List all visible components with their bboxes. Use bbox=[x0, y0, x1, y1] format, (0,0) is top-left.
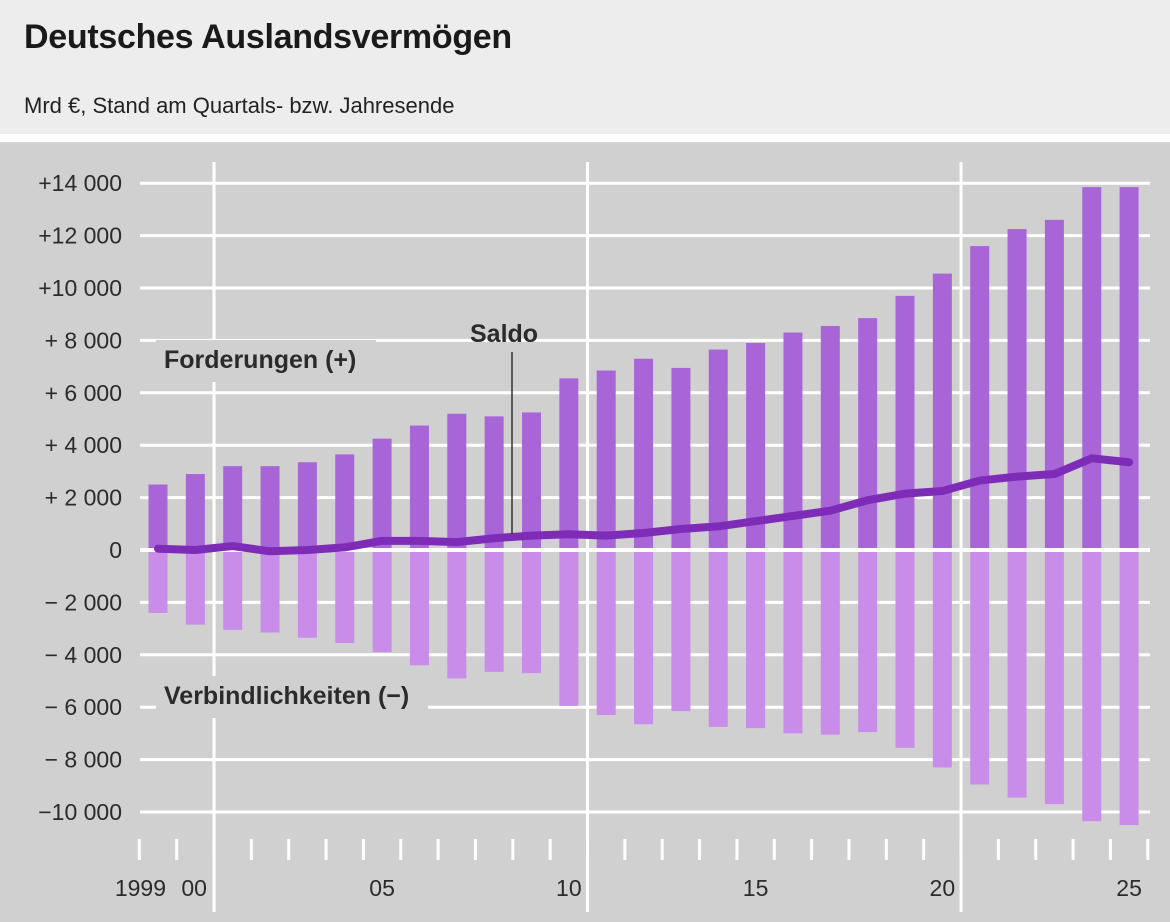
liabilities-bar bbox=[1044, 550, 1064, 805]
assets-bar bbox=[708, 349, 728, 550]
assets-bar bbox=[932, 273, 952, 550]
x-tick-label: 20 bbox=[930, 875, 956, 901]
y-tick-label: + 6 000 bbox=[45, 380, 122, 406]
y-tick-label: +14 000 bbox=[38, 170, 122, 196]
liabilities-bar bbox=[1082, 550, 1102, 822]
liabilities-bar bbox=[820, 550, 840, 735]
liabilities-bar bbox=[746, 550, 766, 729]
liabilities-bar bbox=[447, 550, 467, 679]
liabilities-bar bbox=[932, 550, 952, 768]
y-tick-label: − 4 000 bbox=[45, 642, 122, 668]
saldo-line bbox=[154, 454, 1134, 556]
x-tick-label: 1999 bbox=[115, 875, 166, 901]
assets-bar bbox=[746, 343, 766, 550]
liabilities-bar bbox=[783, 550, 803, 734]
assets-bar bbox=[1082, 187, 1102, 550]
liabilities-bar bbox=[223, 550, 243, 630]
assets-bar bbox=[634, 358, 654, 550]
liabilities-bar bbox=[858, 550, 878, 733]
liabilities-bar bbox=[148, 550, 168, 613]
assets-bar bbox=[260, 466, 280, 550]
line-layer bbox=[154, 454, 1134, 556]
assets-bar bbox=[671, 367, 691, 550]
bars-layer bbox=[148, 187, 1139, 826]
y-tick-label: −10 000 bbox=[38, 799, 122, 825]
liabilities-label-backdrop bbox=[156, 676, 428, 718]
liabilities-bar bbox=[1007, 550, 1027, 798]
x-tick-label: 15 bbox=[743, 875, 769, 901]
liabilities-bar bbox=[596, 550, 616, 716]
assets-bar bbox=[820, 325, 840, 550]
y-tick-label: + 4 000 bbox=[45, 432, 122, 458]
chart-subtitle: Mrd €, Stand am Quartals- bzw. Jahresend… bbox=[24, 93, 455, 118]
assets-bar bbox=[447, 413, 467, 550]
chart-header: Deutsches Auslandsvermögen Mrd €, Stand … bbox=[0, 0, 1170, 134]
chart-title: Deutsches Auslandsvermögen bbox=[24, 18, 512, 56]
label-layer: Forderungen (+) Verbindlichkeiten (−) Sa… bbox=[156, 320, 538, 718]
liabilities-bar bbox=[708, 550, 728, 727]
assets-bar bbox=[522, 412, 541, 550]
liabilities-bar bbox=[409, 550, 429, 666]
assets-bar bbox=[148, 484, 168, 550]
assets-bar bbox=[1044, 219, 1064, 550]
y-tick-label: +12 000 bbox=[38, 223, 122, 249]
assets-bar bbox=[185, 474, 205, 550]
y-tick-label: − 2 000 bbox=[45, 589, 122, 615]
saldo-label: Saldo bbox=[470, 320, 538, 348]
assets-label: Forderungen (+) bbox=[164, 346, 356, 374]
liabilities-bar bbox=[671, 550, 691, 712]
assets-bar bbox=[596, 370, 616, 550]
assets-bar bbox=[484, 416, 504, 550]
liabilities-label: Verbindlichkeiten (−) bbox=[164, 682, 409, 710]
assets-bar bbox=[1007, 229, 1027, 551]
y-tick-label: − 8 000 bbox=[45, 747, 122, 773]
assets-bar bbox=[783, 332, 803, 550]
assets-bar bbox=[970, 246, 990, 550]
liabilities-bar bbox=[372, 550, 392, 653]
axis-layer: +14 000 +12 000 +10 000 + 8 000 + 6 000 + 4 0… bbox=[38, 170, 1150, 901]
liabilities-bar bbox=[484, 550, 504, 672]
liabilities-bar bbox=[335, 550, 355, 644]
assets-bar bbox=[223, 466, 243, 550]
x-tick-label: 25 bbox=[1116, 875, 1142, 901]
liabilities-bar bbox=[634, 550, 654, 725]
x-tick-label: 05 bbox=[369, 875, 395, 901]
y-tick-label: + 8 000 bbox=[45, 327, 122, 353]
liabilities-bar bbox=[185, 550, 205, 625]
liabilities-bar bbox=[559, 550, 579, 706]
y-tick-label: +10 000 bbox=[38, 275, 122, 301]
chart-area: Forderungen (+) Verbindlichkeiten (−) Sa… bbox=[0, 142, 1170, 922]
assets-bar bbox=[335, 454, 355, 550]
assets-label-backdrop bbox=[156, 340, 376, 382]
x-tick-label: 10 bbox=[556, 875, 582, 901]
liabilities-bar bbox=[895, 550, 915, 748]
assets-bar bbox=[1119, 187, 1139, 550]
assets-bar bbox=[895, 295, 915, 550]
header-separator bbox=[0, 134, 1170, 142]
x-tick-label: 00 bbox=[181, 875, 207, 901]
assets-bar bbox=[858, 318, 878, 550]
liabilities-bar bbox=[1119, 550, 1139, 826]
y-tick-label: − 6 000 bbox=[45, 694, 122, 720]
assets-bar bbox=[559, 378, 579, 550]
liabilities-bar bbox=[297, 550, 317, 638]
y-tick-label: 0 bbox=[109, 537, 122, 563]
assets-bar bbox=[372, 438, 392, 550]
assets-bar bbox=[409, 425, 429, 550]
y-tick-label: + 2 000 bbox=[45, 485, 122, 511]
liabilities-bar bbox=[522, 550, 541, 674]
liabilities-bar bbox=[260, 550, 280, 633]
assets-bar bbox=[297, 462, 317, 550]
liabilities-bar bbox=[970, 550, 990, 785]
